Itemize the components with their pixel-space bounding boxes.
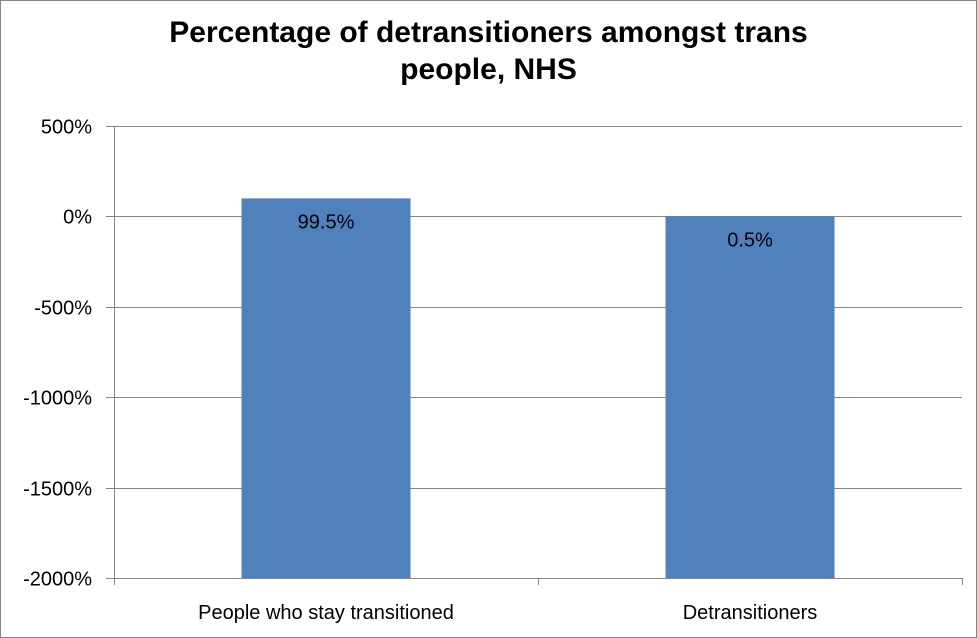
y-tick-label: -1000% [23,388,92,410]
bar [665,216,835,578]
x-tick-label: People who stay transitioned [198,602,454,624]
chart-title: Percentage of detransitioners amongst tr… [0,14,977,88]
y-tick-label: -2000% [23,569,92,591]
y-tick-label: 500% [41,117,92,139]
x-tick-label: Detransitioners [683,602,818,624]
title-line-1: Percentage of detransitioners amongst tr… [169,16,808,49]
bar [241,198,411,578]
data-label: 99.5% [298,211,355,233]
data-label: 0.5% [727,229,773,251]
title-line-2: people, NHS [400,53,577,86]
y-tick-label: -1500% [23,479,92,501]
y-tick-label: -500% [34,298,92,320]
y-tick-label: 0% [63,207,92,229]
